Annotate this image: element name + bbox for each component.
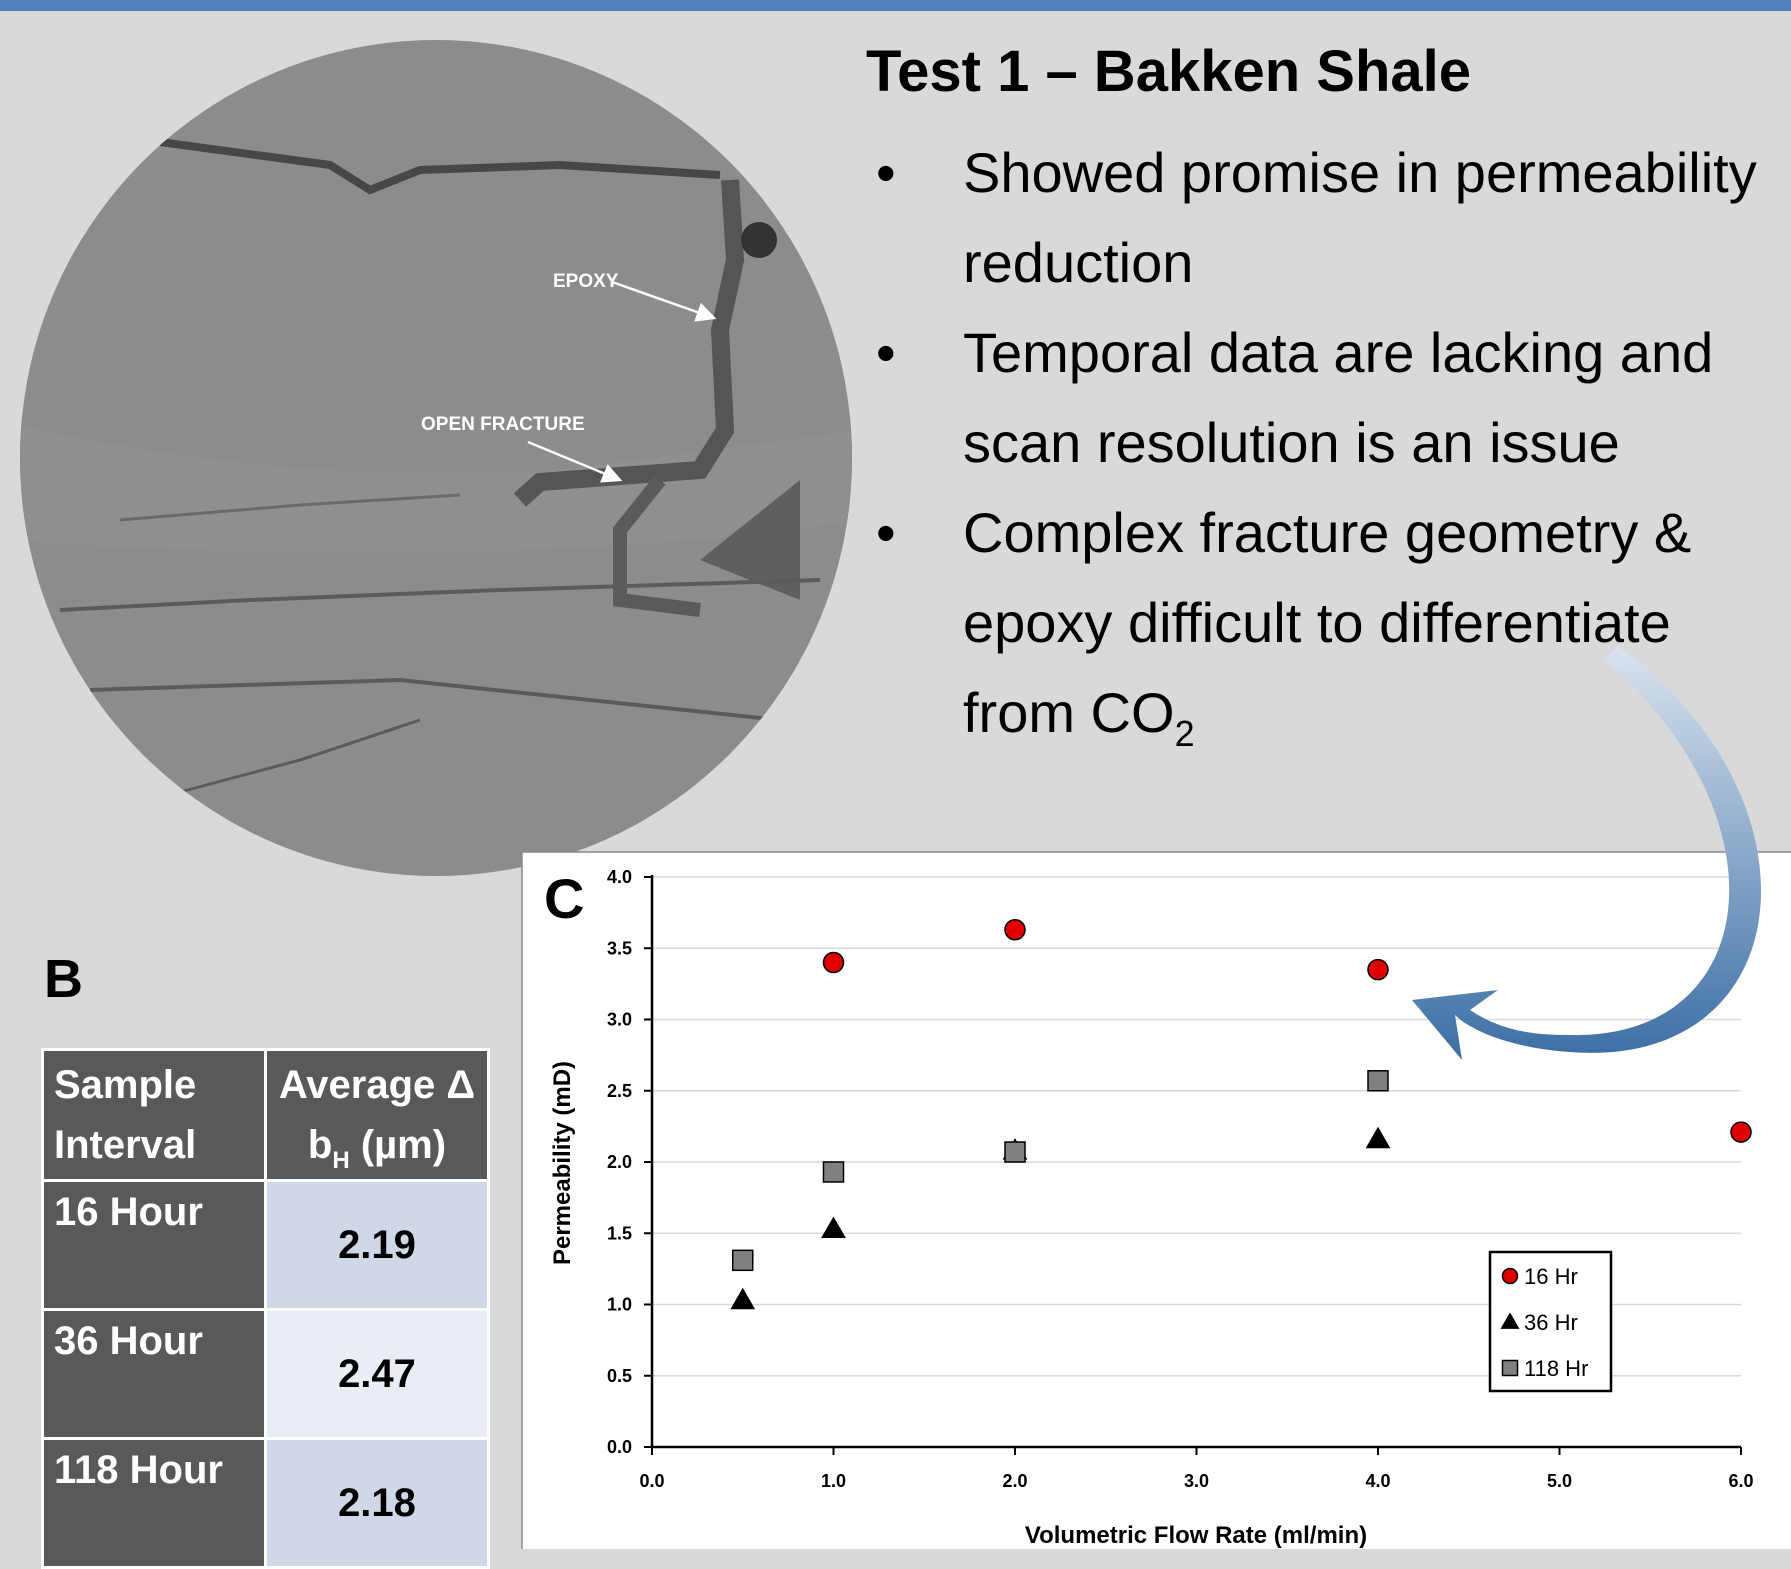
data-point [1368,1071,1388,1091]
bullet-text: Complex fracture geometry & epoxy diffic… [963,501,1691,744]
data-point [824,1162,844,1182]
cell: 2.18 [266,1439,489,1568]
legend-label: 118 Hr [1524,1356,1588,1381]
image-label: OPEN FRACTURE [421,414,585,435]
chart-background [522,852,1791,1549]
row: 36 Hour 2.47 [43,1310,489,1439]
x-axis-title: Volumetric Flow Rate (ml/min) [1025,1522,1367,1549]
bullet-text: Showed promise in permeability reduction [963,141,1757,294]
bullet: Complex fracture geometry & epoxy diffic… [866,488,1791,758]
subscript: H [332,1147,349,1174]
x-tick-label: 6.0 [1728,1471,1753,1491]
cell: 2.47 [266,1310,489,1439]
x-tick-label: 5.0 [1547,1471,1572,1491]
y-axis-title: Permeability (mD) [549,1061,576,1265]
x-tick-label: 0.0 [639,1471,664,1491]
y-tick-label: 0.5 [607,1366,632,1386]
y-tick-label: 0.0 [607,1437,632,1457]
header-cell: Average Δ bH (µm) [266,1050,489,1181]
data-point [1368,960,1388,980]
legend-swatch [1503,1361,1518,1376]
data-point [1731,1122,1751,1142]
ct-scan-image: EPOXY OPEN FRACTURE [0,30,860,890]
x-tick-label: 4.0 [1365,1471,1390,1491]
cell: 16 Hour [43,1181,266,1310]
data-point [1005,1142,1025,1162]
y-tick-label: 4.0 [607,867,632,887]
y-tick-label: 2.0 [607,1152,632,1172]
x-tick-label: 3.0 [1184,1471,1209,1491]
bullet-list: Showed promise in permeability reduction… [866,128,1791,758]
y-tick-label: 3.5 [607,938,632,958]
cell: 36 Hour [43,1310,266,1439]
x-tick-label: 1.0 [821,1471,846,1491]
panel-label: C [544,867,584,930]
header-cell: Sample Interval [43,1050,266,1181]
row: 16 Hour 2.19 [43,1181,489,1310]
y-tick-label: 1.5 [607,1223,632,1243]
row: 118 Hour 2.18 [43,1439,489,1568]
header-row: Sample Interval Average Δ bH (µm) [43,1050,489,1181]
legend-swatch [1503,1269,1518,1284]
panel-label: B [44,948,83,1010]
cell: 118 Hour [43,1439,266,1568]
bullet: Showed promise in permeability reduction [866,128,1791,308]
slide-title: Test 1 – Bakken Shale [866,38,1471,105]
data-table: Sample Interval Average Δ bH (µm) 16 Hou… [41,1048,490,1569]
header-text: (µm) [350,1123,446,1167]
chart: C Volumetric Flow Rate (ml/min) Permeabi… [522,852,1791,1549]
y-tick-label: 1.0 [607,1295,632,1315]
bullet: Temporal data are lacking and scan resol… [866,308,1791,488]
data-point [1005,920,1025,940]
bullet-text: Temporal data are lacking and scan resol… [963,321,1713,474]
x-tick-label: 2.0 [1002,1471,1027,1491]
subscript: 2 [1175,713,1195,754]
legend-label: 36 Hr [1524,1310,1578,1335]
data-point [824,953,844,973]
cell: 2.19 [266,1181,489,1310]
y-tick-label: 3.0 [607,1010,632,1030]
y-tick-label: 2.5 [607,1081,632,1101]
image-label: EPOXY [553,271,619,292]
slide: { "slide": { "title": "Test 1 – Bakken S… [0,0,1791,1549]
legend-label: 16 Hr [1524,1264,1578,1289]
data-point [733,1250,753,1270]
